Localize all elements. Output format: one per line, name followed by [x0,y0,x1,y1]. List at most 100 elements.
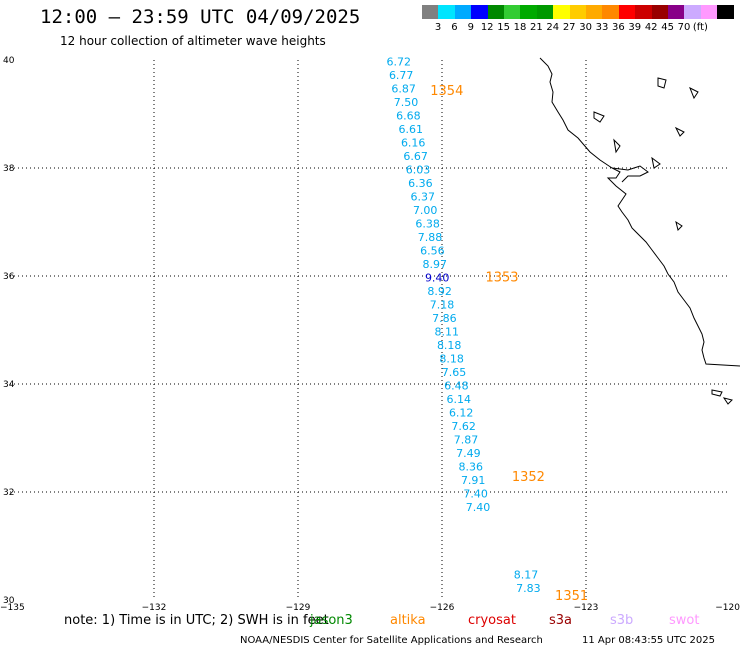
scale-swatch [602,5,620,19]
swh-value: 6.03 [406,163,431,176]
satellite-legend: jason3 altika cryosat s3a s3b swot [0,613,740,631]
island-1 [711,389,723,397]
scale-label: 27 [562,22,576,33]
lat-tick-label: 36 [3,272,15,282]
swh-value: 7.86 [432,312,457,325]
swh-value: 6.87 [391,82,416,95]
satellite-cryosat: cryosat [468,613,516,628]
scale-swatch [553,5,571,19]
swh-value: 6.72 [387,55,412,68]
swh-value: 7.83 [516,582,541,595]
scale-label: 12 [480,22,494,33]
swh-value: 6.38 [415,217,440,230]
swh-value: 6.14 [447,393,472,406]
swh-value: 7.65 [442,366,467,379]
lake-1 [657,77,667,89]
scale-swatch [635,5,653,19]
scale-swatch [618,5,636,19]
scale-swatch [651,5,669,19]
swh-value: 7.87 [454,433,479,446]
swh-value: 7.62 [451,420,476,433]
credit-line: NOAA/NESDIS Center for Satellite Applica… [240,635,543,646]
scale-label: 15 [497,22,510,33]
scale-swatch [487,5,505,19]
swh-value: 7.00 [413,204,438,217]
scale-swatch [504,5,521,19]
axis-labels: −135 −132 −129 −126 −123 −120 40 38 36 34 32 30 [0,56,740,613]
scale-swatch [717,5,735,19]
swh-value: 7.50 [394,96,419,109]
lon-tick-label: −129 [286,603,311,613]
swh-value: 6.77 [389,69,414,82]
lake-7 [675,220,683,231]
scale-label: 39 [628,22,642,33]
coastline-mainland [539,57,740,367]
pass-numbers: 1354 1353 1352 1351 [430,84,588,604]
swh-value: 8.11 [435,325,460,338]
swh-value: 6.16 [401,136,426,149]
lake-6 [651,156,661,169]
lat-tick-label: 38 [3,164,15,174]
satellite-altika: altika [390,613,426,628]
lat-tick-label: 34 [3,380,15,390]
scale-label: 30 [579,22,592,33]
pass-number: 1353 [485,270,518,285]
swh-value: 6.67 [403,150,428,163]
scale-label: 6 [451,22,458,33]
coastline [539,57,740,405]
map-subtitle: 12 hour collection of altimeter wave hei… [60,34,326,48]
lon-tick-label: −120 [715,603,740,613]
swh-value: 7.18 [430,298,455,311]
scale-unit-label: (ft) [692,22,708,33]
scale-label: 18 [513,22,527,33]
pass-number: 1354 [430,84,463,99]
swh-value: 6.36 [408,177,433,190]
scale-swatch [471,5,489,19]
footer-note: note: 1) Time is in UTC; 2) SWH is in fe… [64,613,329,628]
scale-swatch [700,5,718,19]
lat-tick-label: 30 [3,596,15,606]
scale-swatch [586,5,603,19]
lat-lon-grid [10,60,730,600]
lon-tick-label: −135 [0,603,25,613]
scale-swatch [438,5,456,19]
generation-timestamp: 11 Apr 08:43:55 UTC 2025 [582,635,715,646]
lake-3 [689,86,699,100]
scale-swatch [520,5,538,19]
swh-value: 8.18 [437,339,462,352]
swh-value: 6.12 [449,406,474,419]
scale-swatch [454,5,472,19]
lon-tick-label: −132 [142,603,167,613]
scale-swatch [684,5,702,19]
swh-value: 7.88 [418,231,443,244]
swh-value: 8.36 [459,460,484,473]
scale-swatch [536,5,554,19]
swh-value: 7.40 [463,487,488,500]
scale-swatch [422,5,439,19]
scale-label: 42 [644,22,658,33]
lake-2 [593,111,605,123]
lake-5 [613,138,621,154]
lat-tick-label: 40 [3,56,15,66]
swh-value: 6.68 [396,109,421,122]
swh-value: 6.61 [399,123,424,136]
swh-value: 7.49 [456,447,481,460]
satellite-s3a: s3a [549,613,573,628]
swh-value: 8.92 [427,285,452,298]
swh-observations: 6.726.776.877.506.686.616.166.676.036.36… [387,55,541,595]
scale-label: 33 [595,22,609,33]
pass-number: 1351 [555,589,588,604]
swh-value: 9.40 [425,271,450,284]
scale-label: 70 [677,22,691,33]
lon-tick-label: −123 [574,603,599,613]
lake-4 [674,126,685,137]
map-title: 12:00 – 23:59 UTC 04/09/2025 [40,6,361,28]
scale-swatch [668,5,685,19]
swh-value: 6.56 [420,244,445,257]
satellite-swot: swot [669,613,700,628]
lon-tick-label: −126 [430,603,455,613]
scale-label: 3 [434,22,442,33]
scale-label: 45 [661,22,674,33]
scale-label: 9 [467,22,474,33]
